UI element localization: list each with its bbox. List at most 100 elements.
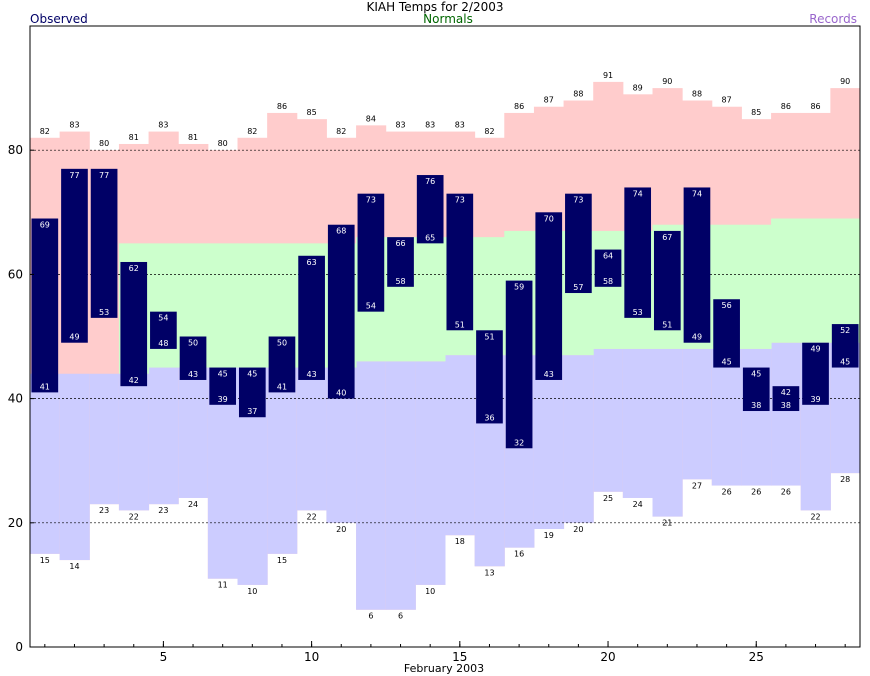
record-low-label: 19 — [544, 531, 554, 540]
record-high-label: 86 — [514, 102, 524, 111]
record-low-band — [356, 361, 387, 610]
observed-bar — [713, 299, 740, 368]
record-low-band — [118, 373, 150, 511]
labels-layer: 69 41 82 15 77 49 83 14 77 53 80 23 62 42 81 22 54 48 83 23… — [40, 71, 851, 621]
record-low-band — [178, 367, 209, 498]
record-low-band — [682, 348, 713, 480]
observed-low-label: 51 — [662, 320, 672, 329]
record-high-label: 85 — [307, 108, 317, 117]
observed-high-label: 66 — [395, 239, 405, 248]
record-high-label: 88 — [692, 90, 702, 99]
observed-high-label: 77 — [99, 171, 109, 180]
record-low-label: 24 — [633, 500, 643, 509]
record-low-band — [148, 367, 179, 505]
record-high-label: 83 — [425, 121, 435, 130]
observed-high-label: 73 — [573, 196, 583, 205]
record-high-label: 83 — [69, 121, 79, 130]
observed-low-label: 57 — [573, 283, 583, 292]
observed-bar — [505, 280, 533, 449]
observed-bar — [179, 336, 207, 380]
observed-low-label: 43 — [188, 370, 198, 379]
observed-high-label: 73 — [366, 196, 376, 205]
observed-bar — [683, 187, 711, 343]
record-high-label: 91 — [603, 71, 613, 80]
observed-high-label: 45 — [751, 370, 761, 379]
record-high-label: 86 — [781, 102, 791, 111]
y-tick-label: 80 — [8, 143, 23, 157]
record-high-label: 87 — [544, 96, 554, 105]
normal-band — [207, 243, 238, 368]
record-low-label: 10 — [247, 587, 257, 596]
observed-bar — [150, 311, 177, 349]
observed-bar — [120, 261, 148, 387]
record-low-band — [771, 342, 802, 486]
chart-title: KIAH Temps for 2/2003 — [366, 0, 503, 14]
observed-low-label: 41 — [277, 382, 287, 391]
observed-bar — [268, 336, 296, 393]
record-low-label: 20 — [336, 525, 346, 534]
record-high-label: 82 — [247, 127, 257, 136]
observed-high-label: 63 — [307, 258, 317, 267]
record-low-band — [267, 367, 298, 554]
normal-band — [415, 237, 446, 362]
observed-bar — [357, 193, 385, 312]
y-tick-label: 20 — [8, 516, 23, 530]
observed-layer — [31, 168, 859, 449]
observed-low-label: 53 — [99, 308, 109, 317]
x-tick-label: 20 — [600, 650, 615, 664]
observed-low-label: 39 — [810, 395, 820, 404]
record-low-band — [563, 355, 594, 523]
record-low-band — [385, 361, 416, 610]
observed-bar — [61, 168, 88, 343]
record-low-label: 15 — [277, 556, 287, 565]
record-low-label: 14 — [69, 562, 79, 571]
record-high-label: 81 — [188, 133, 198, 142]
record-low-band — [59, 373, 90, 561]
observed-high-label: 62 — [129, 264, 139, 273]
y-tick-label: 40 — [8, 392, 23, 406]
observed-low-label: 54 — [366, 302, 376, 311]
record-low-label: 15 — [40, 556, 50, 565]
observed-low-label: 58 — [395, 277, 405, 286]
x-tick-label: 5 — [160, 650, 168, 664]
record-high-label: 85 — [751, 108, 761, 117]
observed-high-label: 77 — [69, 171, 79, 180]
observed-low-label: 40 — [336, 389, 346, 398]
observed-low-label: 43 — [307, 370, 317, 379]
observed-bar — [209, 367, 237, 405]
record-low-band — [30, 373, 61, 554]
observed-low-label: 38 — [751, 401, 761, 410]
x-axis-label: February 2003 — [404, 662, 484, 675]
plot-border — [29, 25, 861, 648]
observed-low-label: 49 — [69, 333, 79, 342]
observed-low-label: 32 — [514, 438, 524, 447]
observed-bar — [772, 386, 800, 412]
normal-band — [771, 218, 802, 343]
record-high-label: 90 — [662, 77, 672, 86]
normal-band — [237, 243, 268, 368]
record-high-label: 83 — [455, 121, 465, 130]
observed-high-label: 54 — [158, 314, 168, 323]
record-low-label: 13 — [484, 568, 494, 577]
observed-low-label: 48 — [158, 339, 168, 348]
observed-high-label: 56 — [722, 301, 732, 310]
observed-high-label: 45 — [218, 370, 228, 379]
record-low-label: 28 — [840, 475, 850, 484]
observed-bar — [327, 224, 355, 399]
observed-low-label: 36 — [484, 413, 494, 422]
record-high-label: 88 — [573, 90, 583, 99]
observed-high-label: 50 — [277, 339, 287, 348]
record-low-band — [652, 348, 683, 517]
observed-bar — [742, 367, 770, 412]
record-low-label: 25 — [603, 494, 613, 503]
observed-low-label: 42 — [129, 376, 139, 385]
observed-low-label: 58 — [603, 277, 613, 286]
record-low-label: 6 — [398, 612, 403, 621]
x-tick-label: 10 — [304, 650, 319, 664]
record-high-label: 83 — [158, 121, 168, 130]
observed-low-label: 65 — [425, 233, 435, 242]
observed-high-label: 76 — [425, 177, 435, 186]
observed-low-label: 49 — [692, 333, 702, 342]
record-low-band — [296, 367, 327, 511]
